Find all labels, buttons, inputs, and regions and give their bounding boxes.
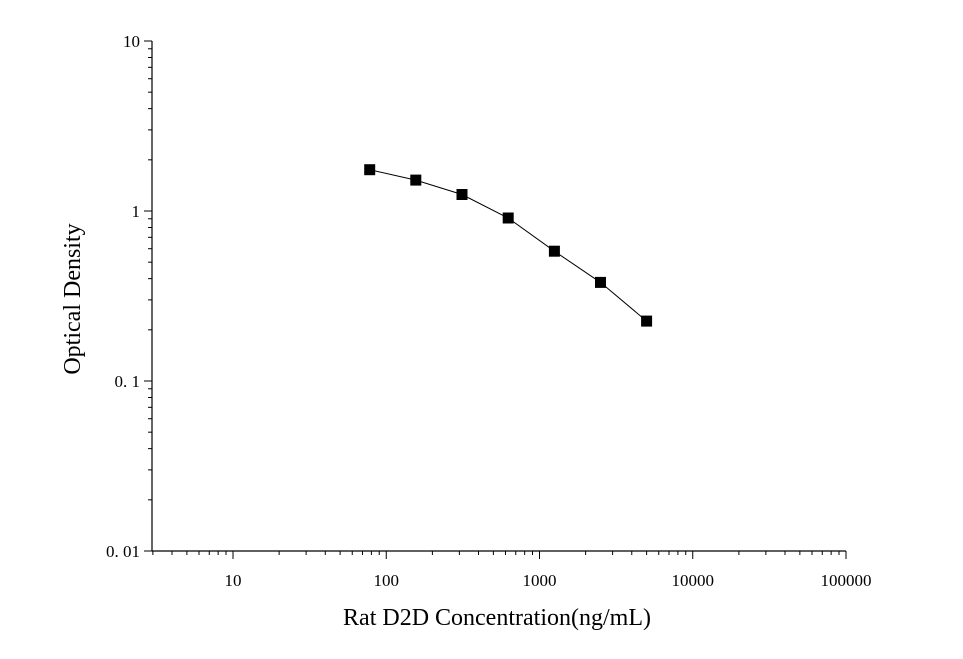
data-point-marker [502, 212, 514, 224]
y-tick-label: 10 [123, 32, 140, 51]
data-point-marker [548, 245, 560, 257]
plot-series [364, 164, 653, 327]
x-tick-label: 100000 [821, 571, 872, 590]
x-tick-label: 1000 [523, 571, 557, 590]
y-tick-label: 1 [132, 202, 141, 221]
x-tick-label: 100 [374, 571, 400, 590]
data-point-marker [456, 189, 468, 200]
data-point-marker [641, 315, 653, 327]
x-tick-label: 10000 [672, 571, 715, 590]
y-tick-label: 0. 1 [115, 372, 141, 391]
x-axis-title: Rat D2D Concentration(ng/mL) [343, 605, 651, 631]
data-point-marker [595, 276, 606, 288]
data-point-marker [364, 164, 376, 176]
x-ticks: 10 100 1000 10000 100000 [152, 551, 872, 590]
data-point-marker [410, 174, 422, 186]
x-tick-label: 10 [225, 571, 242, 590]
y-axis-title: Optical Density [60, 223, 86, 374]
y-ticks: 0. 01 0. 1 1 10 [106, 32, 152, 561]
axes [151, 41, 846, 552]
series-line [369, 169, 647, 322]
y-tick-label: 0. 01 [106, 542, 140, 561]
